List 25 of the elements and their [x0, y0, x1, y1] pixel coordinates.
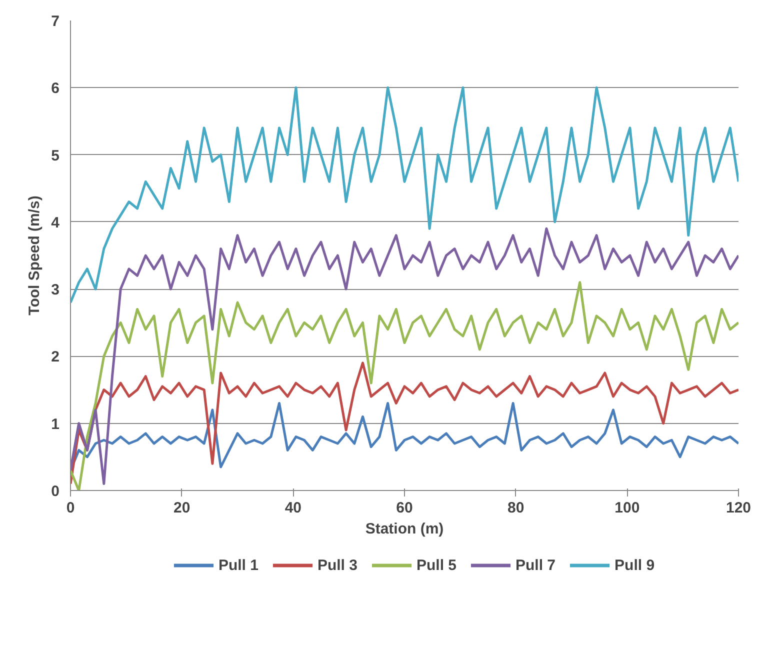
legend-label: Pull 3: [317, 556, 358, 574]
y-tick-label: 4: [51, 214, 60, 232]
y-axis-title: Tool Speed (m/s): [26, 196, 44, 316]
line-series: [70, 86, 738, 304]
legend-label: Pull 1: [218, 556, 258, 574]
x-tick-label: 100: [614, 500, 640, 516]
y-tick-label: 2: [51, 348, 60, 366]
x-tick-label: 40: [284, 500, 302, 516]
y-tick-label: 0: [51, 483, 60, 500]
legend-label: Pull 5: [416, 556, 457, 574]
x-tick-label: 80: [507, 500, 524, 516]
x-axis-title: Station (m): [365, 520, 444, 538]
line-series: [70, 227, 738, 486]
y-tick-label: 7: [51, 13, 60, 30]
x-tick-label: 0: [66, 500, 75, 516]
line-series: [70, 362, 738, 486]
y-tick-label: 5: [51, 147, 60, 164]
x-tick-label: 120: [726, 500, 752, 516]
x-tick-label: 60: [396, 500, 413, 516]
legend-label: Pull 7: [516, 556, 556, 574]
y-tick-label: 6: [51, 80, 60, 98]
legend-label: Pull 9: [614, 556, 655, 574]
y-tick-label: 1: [51, 416, 60, 433]
x-tick-label: 20: [173, 500, 190, 516]
y-tick-label: 3: [51, 282, 60, 299]
